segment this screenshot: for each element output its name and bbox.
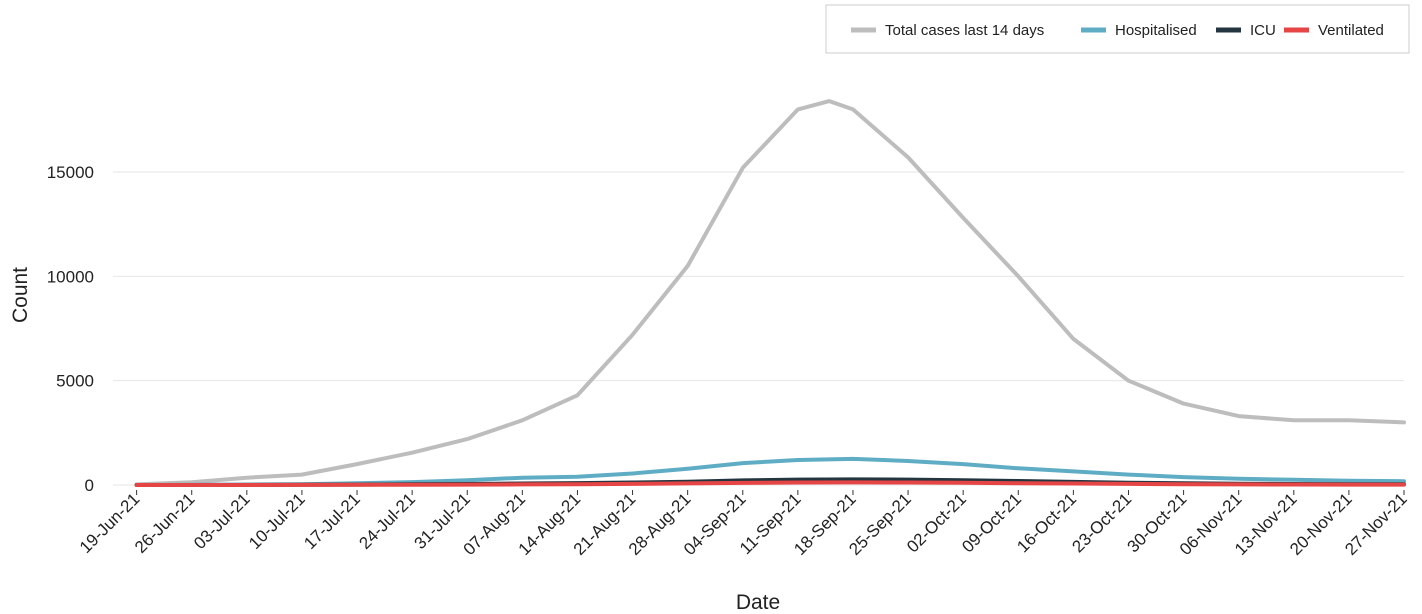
- y-tick-label: 15000: [47, 163, 94, 182]
- x-tick-label: 09-Oct-21: [958, 489, 1025, 556]
- legend-box: [825, 4, 1410, 54]
- x-tick-label: 02-Oct-21: [903, 489, 970, 556]
- y-tick-label: 0: [85, 476, 94, 495]
- x-tick-label: 16-Oct-21: [1013, 489, 1080, 556]
- x-axis-ticks: 19-Jun-2126-Jun-2103-Jul-2110-Jul-2117-J…: [76, 489, 1411, 559]
- series-line-total-cases-last-14-days: [134, 99, 1406, 487]
- grid-layer: [113, 171, 1404, 486]
- series-layer: [134, 99, 1406, 487]
- legend-label-total-cases-last-14-days: Total cases last 14 days: [885, 22, 1044, 39]
- x-tick-label: 10-Jul-21: [245, 489, 309, 553]
- legend: Total cases last 14 days Hospitalised ICU V…: [825, 4, 1410, 54]
- x-tick-label: 24-Jul-21: [355, 489, 419, 553]
- x-tick-label: 17-Jul-21: [300, 489, 364, 553]
- x-tick-label: 03-Jul-21: [190, 489, 254, 553]
- y-axis-title: Count: [9, 267, 32, 323]
- y-axis-ticks: 0 5000 10000 15000: [47, 163, 94, 495]
- x-axis-title: Date: [736, 591, 780, 614]
- y-tick-label: 10000: [47, 267, 94, 286]
- legend-label-icu: ICU: [1250, 22, 1276, 39]
- x-tick-label: 23-Oct-21: [1068, 489, 1135, 556]
- x-tick-label: 26-Jun-21: [131, 489, 199, 557]
- series-line-ventilated: [134, 480, 1406, 487]
- y-tick-label: 5000: [56, 372, 94, 391]
- legend-label-ventilated: Ventilated: [1318, 22, 1384, 39]
- legend-label-hospitalised: Hospitalised: [1115, 22, 1197, 39]
